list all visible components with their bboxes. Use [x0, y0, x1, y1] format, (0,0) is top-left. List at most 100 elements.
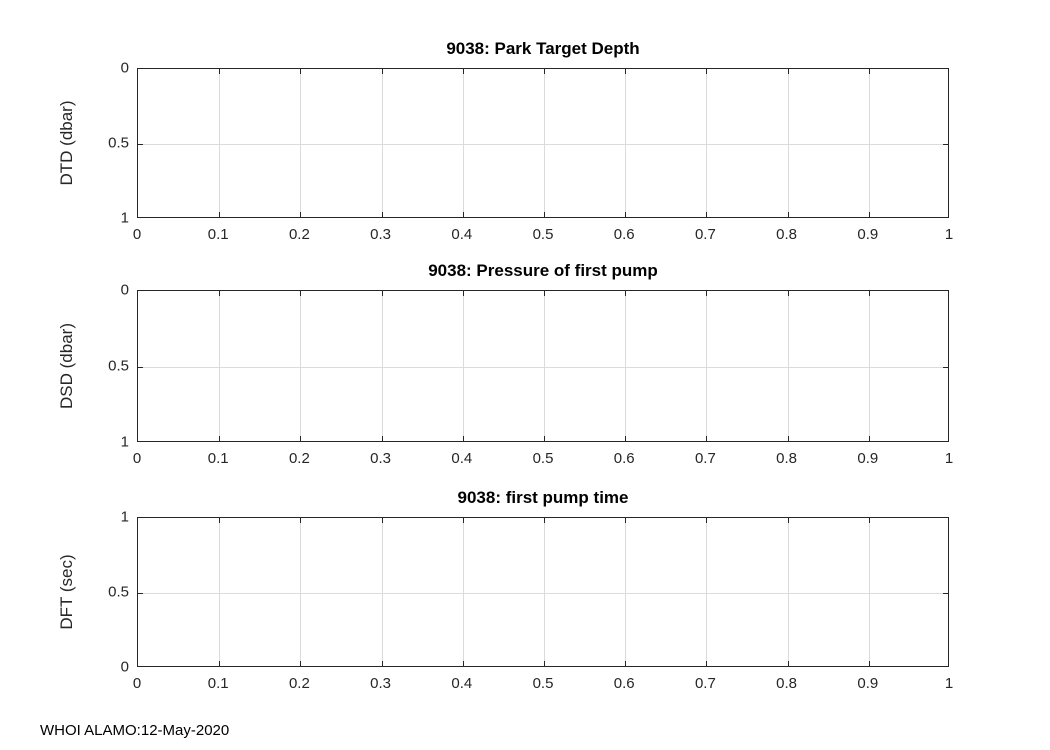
x-tick-mark-bottom — [868, 212, 870, 217]
x-tick-label: 0.9 — [857, 226, 879, 243]
y-tick-label: 0 — [120, 281, 129, 299]
subplot-3-y-axis-label: DFT (sec) — [57, 554, 76, 630]
x-tick-label: 0.6 — [613, 226, 635, 243]
x-tick-label: 1 — [944, 450, 954, 467]
x-gridline — [219, 69, 221, 217]
y-tick-label: 0.5 — [108, 583, 129, 601]
x-tick-mark-bottom — [219, 436, 221, 441]
x-tick-mark-top — [706, 518, 708, 523]
x-tick-mark-top — [868, 518, 870, 523]
x-tick-mark-top — [381, 69, 383, 74]
y-tick-mark-left — [138, 144, 143, 145]
y-tick-mark-right — [943, 144, 948, 145]
x-gridline — [300, 518, 302, 666]
x-tick-mark-bottom — [381, 436, 383, 441]
x-gridline — [219, 291, 221, 441]
x-tick-mark-bottom — [706, 661, 708, 666]
x-tick-mark-bottom — [706, 436, 708, 441]
x-tick-label: 0 — [132, 450, 142, 467]
y-gridline — [138, 593, 948, 594]
x-tick-mark-bottom — [219, 212, 221, 217]
y-tick-mark-right — [943, 367, 948, 368]
y-tick-label: 0.5 — [108, 357, 129, 375]
x-tick-mark-top — [300, 518, 302, 523]
y-gridline — [138, 367, 948, 368]
subplot-2-title: 9038: Pressure of first pump — [428, 261, 658, 280]
x-gridline — [544, 69, 545, 217]
x-tick-mark-top — [462, 69, 464, 74]
x-gridline — [625, 291, 627, 441]
x-tick-mark-bottom — [625, 436, 627, 441]
x-tick-mark-bottom — [300, 436, 302, 441]
x-tick-mark-top — [544, 291, 545, 296]
x-gridline — [868, 69, 870, 217]
x-tick-label: 0.2 — [288, 675, 310, 692]
x-tick-mark-top — [868, 69, 870, 74]
x-gridline — [787, 291, 789, 441]
x-tick-label: 0.4 — [451, 226, 473, 243]
x-tick-mark-bottom — [868, 661, 870, 666]
y-tick-label: 0 — [120, 658, 129, 676]
x-tick-mark-bottom — [462, 212, 464, 217]
x-gridline — [706, 69, 708, 217]
x-tick-label: 0.1 — [207, 226, 229, 243]
x-tick-mark-top — [219, 291, 221, 296]
subplot-3-title: 9038: first pump time — [457, 488, 629, 507]
x-tick-mark-top — [381, 518, 383, 523]
x-tick-label: 0.5 — [532, 675, 554, 692]
subplot-1-y-axis-label: DTD (dbar) — [57, 100, 76, 186]
y-tick-label: 1 — [120, 209, 129, 227]
x-tick-mark-bottom — [787, 436, 789, 441]
x-tick-label: 0.9 — [857, 675, 879, 692]
x-gridline — [300, 291, 302, 441]
x-tick-mark-bottom — [625, 212, 627, 217]
x-tick-mark-top — [787, 291, 789, 296]
x-tick-label: 0 — [132, 226, 142, 243]
x-gridline — [381, 291, 383, 441]
x-tick-label: 0.7 — [694, 675, 716, 692]
x-tick-label: 0.2 — [288, 226, 310, 243]
x-tick-mark-bottom — [544, 661, 545, 666]
x-tick-label: 0.8 — [776, 226, 798, 243]
x-tick-mark-bottom — [787, 212, 789, 217]
x-gridline — [787, 69, 789, 217]
x-gridline — [544, 291, 545, 441]
x-tick-label: 0.3 — [370, 450, 392, 467]
x-tick-mark-top — [381, 291, 383, 296]
x-tick-mark-top — [787, 69, 789, 74]
subplot-2-y-axis-label: DSD (dbar) — [57, 323, 76, 409]
x-tick-label: 0.2 — [288, 450, 310, 467]
x-gridline — [544, 518, 545, 666]
x-tick-label: 0.7 — [694, 450, 716, 467]
subplot-3-plot-area — [137, 517, 949, 667]
x-tick-mark-bottom — [381, 212, 383, 217]
x-tick-label: 0.4 — [451, 675, 473, 692]
x-tick-label: 0.6 — [613, 450, 635, 467]
y-tick-mark-left — [138, 367, 143, 368]
x-gridline — [381, 69, 383, 217]
x-gridline — [381, 518, 383, 666]
x-tick-mark-top — [625, 69, 627, 74]
x-tick-mark-top — [544, 518, 545, 523]
x-tick-mark-top — [706, 69, 708, 74]
x-gridline — [462, 291, 464, 441]
x-tick-label: 0.8 — [776, 450, 798, 467]
x-gridline — [706, 291, 708, 441]
subplot-2-plot-area — [137, 290, 949, 442]
x-tick-mark-bottom — [219, 661, 221, 666]
x-gridline — [625, 69, 627, 217]
subplot-1-title: 9038: Park Target Depth — [446, 39, 640, 58]
x-tick-label: 0.5 — [532, 226, 554, 243]
x-tick-mark-top — [462, 518, 464, 523]
subplot-1-plot-area — [137, 68, 949, 218]
x-gridline — [868, 518, 870, 666]
x-tick-mark-top — [300, 291, 302, 296]
x-gridline — [462, 69, 464, 217]
x-gridline — [625, 518, 627, 666]
x-tick-label: 0.1 — [207, 450, 229, 467]
x-gridline — [462, 518, 464, 666]
figure-footer-text: WHOI ALAMO:12-May-2020 — [40, 722, 230, 739]
x-tick-label: 0.9 — [857, 450, 879, 467]
x-gridline — [868, 291, 870, 441]
